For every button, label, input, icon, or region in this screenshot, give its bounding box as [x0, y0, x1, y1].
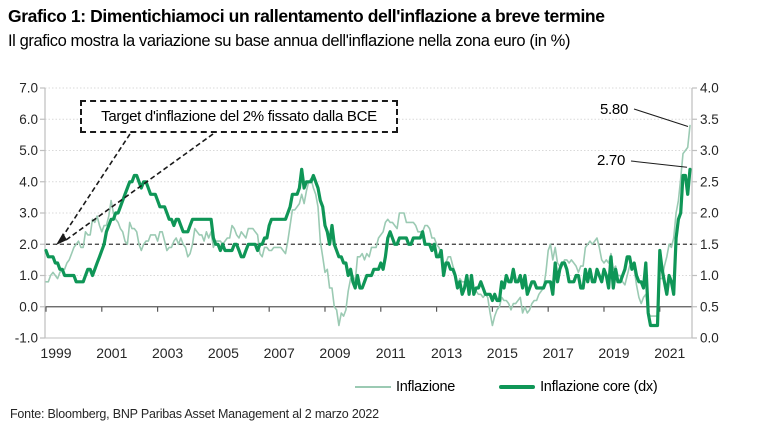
svg-text:2015: 2015	[487, 345, 518, 361]
legend: Inflazione Inflazione core (dx)	[355, 379, 658, 395]
chart-title: Grafico 1: Dimentichiamoci un rallentame…	[8, 6, 605, 26]
target-annotation-text: Target d'inflazione del 2% fissato dalla…	[101, 108, 377, 125]
svg-text:3.0: 3.0	[19, 206, 38, 221]
legend-item-inflazione-core: Inflazione core (dx)	[499, 379, 658, 395]
svg-text:2011: 2011	[376, 345, 406, 361]
legend-item-inflazione: Inflazione	[355, 379, 455, 395]
svg-text:2.0: 2.0	[700, 206, 719, 221]
svg-text:2021: 2021	[654, 345, 685, 361]
svg-text:2.5: 2.5	[700, 174, 719, 189]
svg-text:5.0: 5.0	[19, 143, 38, 158]
headline-last-value-label: 5.80	[600, 101, 628, 118]
svg-text:3.0: 3.0	[700, 143, 719, 158]
svg-text:0.0: 0.0	[19, 299, 38, 314]
svg-text:6.0: 6.0	[19, 112, 38, 127]
svg-text:4.0: 4.0	[19, 174, 38, 189]
headline-line-swatch	[355, 386, 391, 388]
core-last-value-label: 2.70	[597, 152, 625, 169]
svg-text:2017: 2017	[543, 345, 574, 361]
core-line-swatch	[499, 385, 536, 389]
svg-text:0.5: 0.5	[700, 299, 719, 314]
svg-text:1.5: 1.5	[700, 237, 719, 252]
svg-text:2019: 2019	[598, 345, 629, 361]
legend-label-inflazione: Inflazione	[396, 379, 456, 395]
target-annotation-box: Target d'inflazione del 2% fissato dalla…	[80, 100, 398, 133]
legend-label-inflazione-core: Inflazione core (dx)	[540, 379, 658, 395]
chart-subtitle: Il grafico mostra la variazione su base …	[8, 32, 571, 50]
svg-text:2007: 2007	[264, 345, 295, 361]
svg-text:4.0: 4.0	[700, 81, 719, 96]
svg-text:3.5: 3.5	[700, 112, 719, 127]
svg-text:2001: 2001	[96, 345, 127, 361]
svg-text:0.0: 0.0	[700, 331, 719, 346]
svg-text:1.0: 1.0	[700, 268, 719, 283]
svg-text:2009: 2009	[319, 345, 350, 361]
svg-text:7.0: 7.0	[19, 81, 38, 96]
svg-text:1999: 1999	[40, 345, 71, 361]
svg-text:2013: 2013	[431, 345, 462, 361]
source-note: Fonte: Bloomberg, BNP Paribas Asset Mana…	[10, 407, 379, 421]
svg-text:2005: 2005	[208, 345, 239, 361]
svg-text:-1.0: -1.0	[15, 331, 38, 346]
svg-text:1.0: 1.0	[19, 268, 38, 283]
svg-text:2.0: 2.0	[19, 237, 38, 252]
svg-text:2003: 2003	[152, 345, 183, 361]
